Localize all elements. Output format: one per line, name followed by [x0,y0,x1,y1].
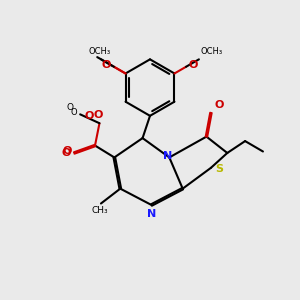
Text: O: O [93,110,103,120]
Text: N: N [163,151,172,161]
Text: OCH₃: OCH₃ [88,47,111,56]
Text: O: O [62,146,72,157]
Text: OCH₃: OCH₃ [200,47,223,56]
Text: O: O [70,108,77,117]
Text: CH₃: CH₃ [91,206,108,215]
Text: S: S [215,164,223,174]
Text: O: O [62,148,71,158]
Text: O: O [66,103,73,112]
Text: O: O [85,111,94,121]
Text: O: O [214,100,224,110]
Text: O: O [188,60,198,70]
Text: O: O [102,60,111,70]
Text: N: N [147,208,156,219]
